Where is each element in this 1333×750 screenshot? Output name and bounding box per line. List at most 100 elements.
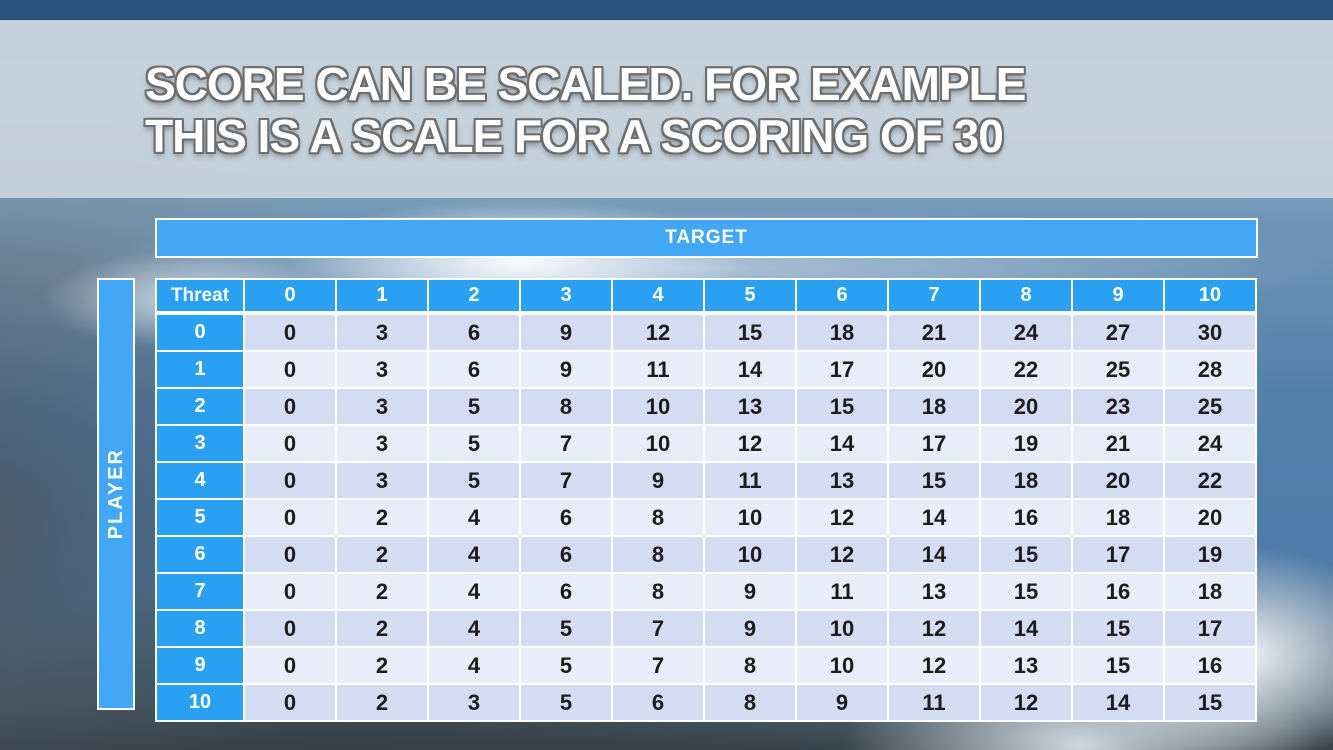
score-cell: 20 xyxy=(1073,463,1163,498)
score-cell: 17 xyxy=(889,426,979,461)
score-cell: 18 xyxy=(797,315,887,350)
score-cell: 21 xyxy=(1073,426,1163,461)
table-row: 2 0 3 5 8 10 13 15 18 20 23 25 xyxy=(157,389,1255,424)
score-cell: 2 xyxy=(337,611,427,646)
score-cell: 24 xyxy=(1165,426,1255,461)
score-cell: 12 xyxy=(613,315,703,350)
table-row: 8 0 2 4 5 7 9 10 12 14 15 17 xyxy=(157,611,1255,646)
score-cell: 5 xyxy=(521,648,611,683)
score-cell: 10 xyxy=(705,500,795,535)
score-cell: 2 xyxy=(337,685,427,720)
score-cell: 0 xyxy=(245,648,335,683)
score-cell: 12 xyxy=(889,611,979,646)
score-cell: 2 xyxy=(337,537,427,572)
score-cell: 14 xyxy=(981,611,1071,646)
row-header-cell: 7 xyxy=(157,574,243,609)
score-cell: 12 xyxy=(889,648,979,683)
score-cell: 17 xyxy=(1073,537,1163,572)
score-cell: 10 xyxy=(797,648,887,683)
score-cell: 4 xyxy=(429,500,519,535)
score-cell: 0 xyxy=(245,315,335,350)
score-cell: 6 xyxy=(521,574,611,609)
score-cell: 5 xyxy=(429,463,519,498)
score-cell: 16 xyxy=(1165,648,1255,683)
score-cell: 14 xyxy=(797,426,887,461)
score-cell: 15 xyxy=(1073,648,1163,683)
score-cell: 5 xyxy=(429,426,519,461)
score-cell: 25 xyxy=(1165,389,1255,424)
column-header-row: Threat 0 1 2 3 4 5 6 7 8 9 10 xyxy=(157,280,1255,313)
column-header-cell: 5 xyxy=(705,280,795,313)
score-cell: 8 xyxy=(705,685,795,720)
score-cell: 15 xyxy=(1073,611,1163,646)
score-cell: 13 xyxy=(705,389,795,424)
score-cell: 7 xyxy=(613,611,703,646)
score-cell: 9 xyxy=(521,315,611,350)
table-row: 9 0 2 4 5 7 8 10 12 13 15 16 xyxy=(157,648,1255,683)
row-header-cell: 8 xyxy=(157,611,243,646)
score-cell: 3 xyxy=(337,352,427,387)
score-cell: 8 xyxy=(613,537,703,572)
score-cell: 12 xyxy=(705,426,795,461)
score-cell: 15 xyxy=(1165,685,1255,720)
table-row: 3 0 3 5 7 10 12 14 17 19 21 24 xyxy=(157,426,1255,461)
score-cell: 3 xyxy=(429,685,519,720)
player-label: PLAYER xyxy=(104,448,127,540)
column-header-cell: 6 xyxy=(797,280,887,313)
column-header-cell: 7 xyxy=(889,280,979,313)
table-row: 1 0 3 6 9 11 14 17 20 22 25 28 xyxy=(157,352,1255,387)
threat-corner-cell: Threat xyxy=(157,280,243,313)
column-header-cell: 8 xyxy=(981,280,1071,313)
score-cell: 8 xyxy=(613,500,703,535)
score-cell: 6 xyxy=(521,537,611,572)
player-sidebar-bar: PLAYER xyxy=(97,278,135,710)
score-cell: 11 xyxy=(613,352,703,387)
score-cell: 13 xyxy=(981,648,1071,683)
score-cell: 10 xyxy=(613,426,703,461)
table-row: 7 0 2 4 6 8 9 11 13 15 16 18 xyxy=(157,574,1255,609)
score-table-header: Threat 0 1 2 3 4 5 6 7 8 9 10 xyxy=(157,280,1255,313)
score-cell: 24 xyxy=(981,315,1071,350)
score-cell: 14 xyxy=(705,352,795,387)
score-cell: 22 xyxy=(981,352,1071,387)
score-cell: 0 xyxy=(245,574,335,609)
score-cell: 0 xyxy=(245,389,335,424)
score-cell: 7 xyxy=(521,426,611,461)
score-cell: 12 xyxy=(981,685,1071,720)
score-cell: 8 xyxy=(613,574,703,609)
score-cell: 12 xyxy=(797,500,887,535)
table-row: 5 0 2 4 6 8 10 12 14 16 18 20 xyxy=(157,500,1255,535)
score-cell: 15 xyxy=(889,463,979,498)
table-row: 10 0 2 3 5 6 8 9 11 12 14 15 xyxy=(157,685,1255,720)
score-table-body: 0 0 3 6 9 12 15 18 21 24 27 30 1 0 3 6 9 11 14 17 20 22 25 28 2 0… xyxy=(157,315,1255,720)
table-row: 4 0 3 5 7 9 11 13 15 18 20 22 xyxy=(157,463,1255,498)
score-cell: 6 xyxy=(613,685,703,720)
score-cell: 6 xyxy=(429,315,519,350)
score-cell: 0 xyxy=(245,685,335,720)
column-header-cell: 10 xyxy=(1165,280,1255,313)
score-cell: 16 xyxy=(1073,574,1163,609)
row-header-cell: 4 xyxy=(157,463,243,498)
score-cell: 14 xyxy=(1073,685,1163,720)
score-cell: 18 xyxy=(889,389,979,424)
score-cell: 21 xyxy=(889,315,979,350)
score-cell: 18 xyxy=(1073,500,1163,535)
score-cell: 8 xyxy=(521,389,611,424)
score-cell: 10 xyxy=(705,537,795,572)
target-header-bar: TARGET xyxy=(155,218,1258,258)
score-cell: 16 xyxy=(981,500,1071,535)
table-row: 6 0 2 4 6 8 10 12 14 15 17 19 xyxy=(157,537,1255,572)
score-cell: 9 xyxy=(521,352,611,387)
score-cell: 0 xyxy=(245,463,335,498)
score-cell: 18 xyxy=(981,463,1071,498)
score-cell: 15 xyxy=(797,389,887,424)
score-cell: 10 xyxy=(613,389,703,424)
score-cell: 9 xyxy=(797,685,887,720)
score-cell: 20 xyxy=(981,389,1071,424)
score-cell: 3 xyxy=(337,315,427,350)
score-cell: 3 xyxy=(337,426,427,461)
score-cell: 0 xyxy=(245,611,335,646)
score-cell: 15 xyxy=(705,315,795,350)
column-header-cell: 9 xyxy=(1073,280,1163,313)
row-header-cell: 5 xyxy=(157,500,243,535)
